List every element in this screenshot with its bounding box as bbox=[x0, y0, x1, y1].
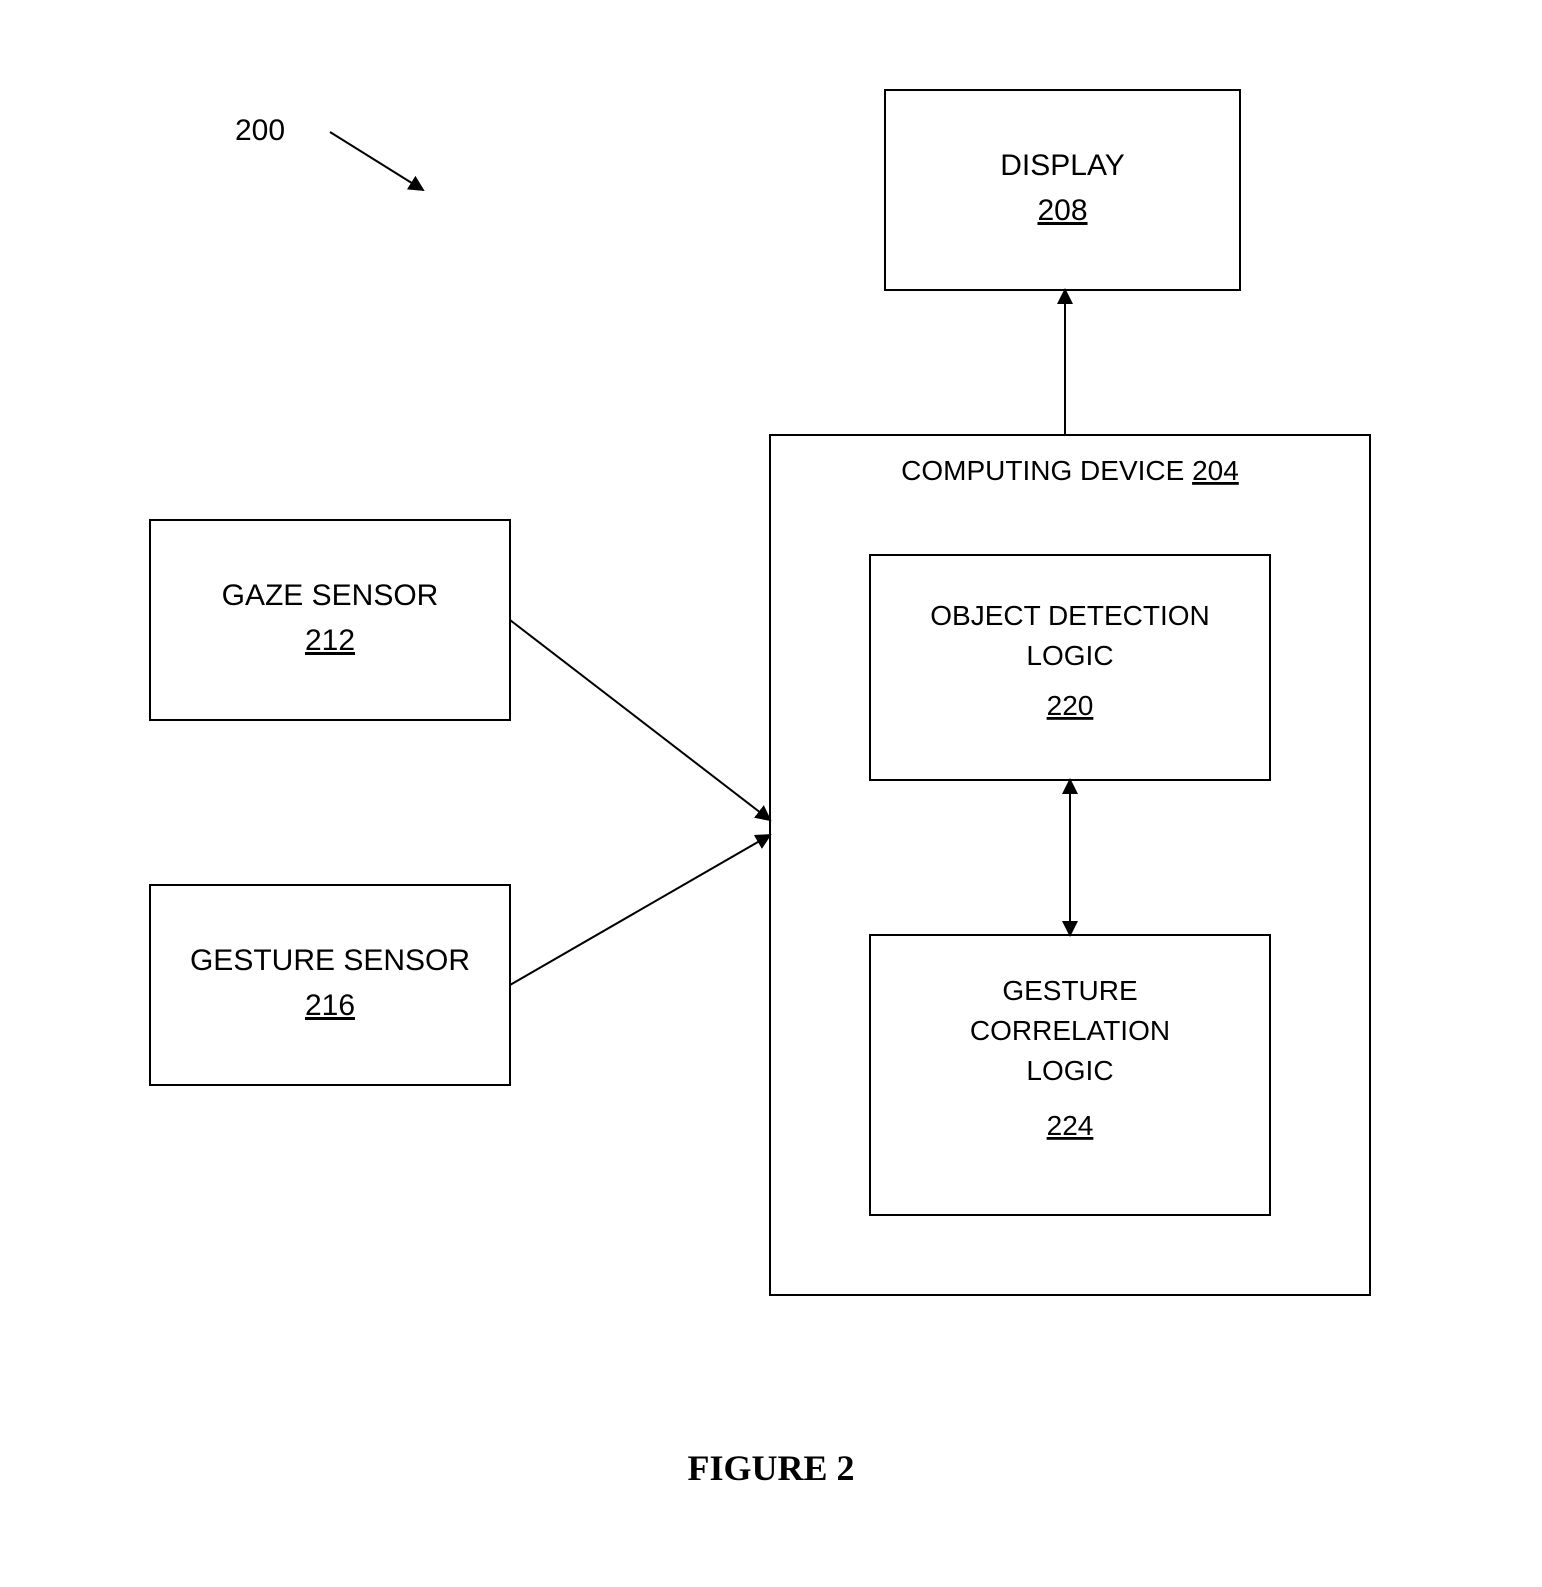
gesture_corr-label-0: GESTURE bbox=[1002, 975, 1137, 1006]
gesture_corr-label-1: CORRELATION bbox=[970, 1015, 1170, 1046]
gesture-box bbox=[150, 885, 510, 1085]
gaze-label-1: 212 bbox=[305, 624, 355, 657]
object_detect-label-2: 220 bbox=[1047, 690, 1094, 721]
gaze-label-0: GAZE SENSOR bbox=[222, 579, 439, 612]
gaze-box bbox=[150, 520, 510, 720]
gesture_corr-label-3: 224 bbox=[1047, 1110, 1094, 1141]
figure-caption: FIGURE 2 bbox=[687, 1448, 854, 1488]
display-box bbox=[885, 90, 1240, 290]
gesture_corr-label-2: LOGIC bbox=[1026, 1055, 1113, 1086]
figure-ref-arrow bbox=[330, 132, 423, 190]
gesture-label-1: 216 bbox=[305, 989, 355, 1022]
object_detect-label-0: OBJECT DETECTION bbox=[930, 600, 1210, 631]
gaze: GAZE SENSOR 212 bbox=[150, 520, 510, 720]
computing-title: COMPUTING DEVICE 204 bbox=[901, 455, 1239, 486]
figure-ref-number: 200 bbox=[235, 114, 285, 147]
object_detect: OBJECT DETECTION LOGIC 220 bbox=[870, 555, 1270, 780]
display: DISPLAY 208 bbox=[885, 90, 1240, 290]
edge-gaze-computing bbox=[510, 620, 770, 820]
gesture: GESTURE SENSOR 216 bbox=[150, 885, 510, 1085]
display-label-0: DISPLAY bbox=[1000, 149, 1125, 182]
gesture_corr: GESTURE CORRELATION LOGIC 224 bbox=[870, 935, 1270, 1215]
edge-gesture-computing bbox=[510, 835, 770, 985]
display-label-1: 208 bbox=[1037, 194, 1087, 227]
object_detect-label-1: LOGIC bbox=[1026, 640, 1113, 671]
gesture-label-0: GESTURE SENSOR bbox=[190, 944, 470, 977]
